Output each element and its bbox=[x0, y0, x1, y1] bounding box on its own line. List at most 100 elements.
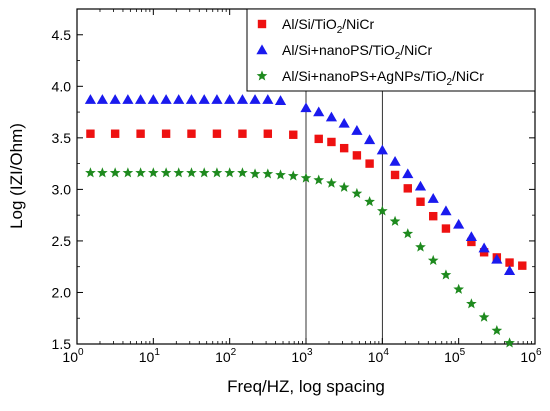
data-point-square bbox=[212, 129, 222, 138]
y-tick-label: 2.5 bbox=[52, 233, 72, 249]
data-point-triangle bbox=[313, 106, 325, 117]
x-tick-exponent: 5 bbox=[460, 347, 466, 358]
data-point-star bbox=[326, 177, 337, 188]
data-point-triangle bbox=[122, 94, 134, 104]
data-point-triangle bbox=[325, 111, 338, 122]
legend-label-subscript: 2 bbox=[395, 51, 401, 62]
data-point-square bbox=[518, 261, 527, 270]
legend-label-part: /NiCr bbox=[452, 68, 484, 84]
data-point-star bbox=[186, 167, 197, 178]
data-point-square bbox=[327, 137, 336, 147]
data-point-square bbox=[416, 197, 425, 206]
data-point-triangle bbox=[338, 117, 350, 128]
data-point-star bbox=[466, 298, 477, 309]
data-point-square bbox=[352, 151, 362, 160]
data-point-triangle bbox=[147, 94, 159, 104]
data-point-star bbox=[275, 169, 286, 180]
data-point-star bbox=[122, 167, 134, 178]
data-point-triangle bbox=[249, 94, 261, 104]
data-point-star bbox=[249, 168, 261, 179]
series-square bbox=[86, 129, 527, 270]
data-point-triangle bbox=[503, 265, 516, 276]
data-point-triangle bbox=[389, 155, 401, 166]
legend: Al/Si/TiO2/NiCrAl/Si+nanoPS/TiO2/NiCrAl/… bbox=[246, 8, 536, 92]
data-point-star bbox=[148, 167, 159, 178]
legend-label-part: /NiCr bbox=[400, 42, 432, 58]
data-point-square bbox=[187, 129, 196, 138]
legend-label-subscript: 2 bbox=[446, 77, 452, 88]
data-point-square bbox=[86, 129, 95, 138]
legend-label-part: Al/Si+nanoPS/TiO bbox=[282, 42, 395, 58]
x-tick-label: 101 bbox=[139, 347, 161, 365]
data-point-star bbox=[440, 269, 452, 280]
data-point-star bbox=[262, 168, 274, 179]
data-point-triangle bbox=[211, 94, 223, 104]
data-series bbox=[84, 94, 527, 348]
data-point-square bbox=[365, 159, 374, 168]
x-tick-exponent: 0 bbox=[78, 347, 84, 358]
data-point-star bbox=[300, 172, 312, 183]
data-point-star bbox=[173, 167, 185, 178]
data-point-triangle bbox=[134, 94, 147, 104]
x-tick-label: 102 bbox=[215, 347, 237, 365]
legend-label-part: Al/Si/TiO bbox=[282, 16, 337, 32]
legend-label-subscript: 2 bbox=[337, 25, 343, 36]
data-point-star bbox=[224, 167, 235, 178]
data-point-square bbox=[467, 237, 476, 247]
legend-label-part: Al/Si+nanoPS+AgNPs/TiO bbox=[282, 68, 447, 84]
data-point-square bbox=[161, 129, 171, 138]
data-point-square bbox=[505, 258, 514, 267]
data-point-star bbox=[427, 254, 439, 266]
data-point-star bbox=[351, 187, 363, 199]
legend-label: Al/Si+nanoPS+AgNPs/TiO2/NiCr bbox=[282, 68, 484, 88]
data-point-triangle bbox=[427, 193, 439, 203]
data-point-triangle bbox=[96, 94, 108, 104]
x-axis-label: Freq/HZ, log spacing bbox=[227, 377, 385, 396]
x-tick-exponent: 6 bbox=[536, 347, 542, 358]
y-tick-label: 4.5 bbox=[52, 27, 72, 43]
y-axis-label: Log (IZI/Ohm) bbox=[7, 123, 26, 229]
data-point-triangle bbox=[274, 95, 287, 105]
data-point-triangle bbox=[440, 205, 452, 216]
legend-marker bbox=[256, 70, 268, 81]
data-point-star bbox=[211, 167, 223, 178]
data-point-triangle bbox=[173, 94, 185, 104]
data-point-star bbox=[109, 167, 121, 178]
y-tick-label: 2.0 bbox=[52, 284, 72, 300]
data-point-star bbox=[198, 167, 210, 178]
x-tick-exponent: 3 bbox=[307, 347, 313, 358]
y-axis: 1.5 2.0 2.5 3.0 3.5 4.0 4.5 bbox=[52, 27, 535, 352]
data-point-star bbox=[135, 167, 146, 178]
data-point-star bbox=[287, 170, 299, 181]
data-point-triangle bbox=[198, 94, 210, 104]
data-point-star bbox=[338, 181, 350, 192]
data-point-star bbox=[478, 311, 490, 322]
x-tick-exponent: 1 bbox=[154, 347, 160, 358]
data-point-star bbox=[415, 241, 426, 252]
x-tick-label: 104 bbox=[368, 347, 390, 365]
data-point-triangle bbox=[224, 94, 236, 104]
y-tick-label: 4.0 bbox=[52, 78, 72, 94]
x-tick-label: 105 bbox=[444, 347, 466, 365]
x-tick-exponent: 2 bbox=[231, 347, 237, 358]
data-point-square bbox=[263, 129, 273, 138]
legend-marker bbox=[257, 19, 267, 29]
legend-label-part: /NiCr bbox=[342, 16, 374, 32]
data-point-triangle bbox=[465, 231, 477, 241]
x-tick-label: 106 bbox=[520, 347, 542, 365]
data-point-star bbox=[85, 167, 96, 178]
legend-box bbox=[246, 8, 536, 92]
series-triangle bbox=[84, 94, 516, 276]
data-point-square bbox=[429, 211, 438, 221]
y-tick-label: 1.5 bbox=[52, 336, 72, 352]
data-point-triangle bbox=[84, 94, 97, 104]
data-point-triangle bbox=[351, 125, 363, 135]
data-point-square bbox=[289, 130, 298, 139]
legend-label: Al/Si/TiO2/NiCr bbox=[282, 16, 375, 36]
data-point-triangle bbox=[478, 242, 490, 253]
data-point-star bbox=[402, 228, 414, 239]
data-point-triangle bbox=[236, 94, 249, 104]
data-point-triangle bbox=[376, 144, 388, 155]
